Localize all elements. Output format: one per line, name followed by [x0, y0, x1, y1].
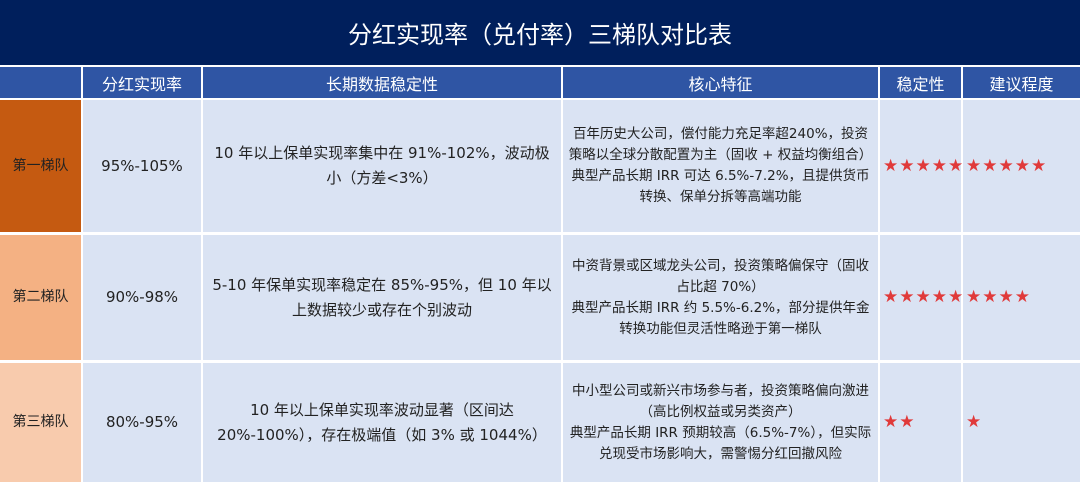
header-cell: [0, 67, 81, 98]
stability-description: 10 年以上保单实现率集中在 91%-102%，波动极小（方差<3%）: [203, 100, 561, 232]
header-cell: 核心特征: [563, 67, 878, 98]
recommend-rating: ★: [963, 363, 1080, 482]
core-features: 中资背景或区域龙头公司，投资策略偏保守（固收占比超 70%） 典型产品长期 IR…: [563, 235, 878, 360]
stability-rating: ★★★★★: [880, 100, 963, 232]
core-features: 百年历史大公司，偿付能力充足率超240%，投资策略以全球分散配置为主（固收 + …: [563, 100, 878, 232]
header-cell: 建议程度: [963, 67, 1080, 98]
stability-description: 5-10 年保单实现率稳定在 85%-95%，但 10 年以上数据较少或存在个别…: [203, 235, 561, 360]
header-cell: 长期数据稳定性: [203, 67, 561, 98]
tier-label: 第二梯队: [0, 235, 81, 360]
stability-rating: ★★★★★: [880, 235, 963, 360]
stability-rating: ★★: [880, 363, 961, 482]
stability-description: 10 年以上保单实现率波动显著（区间达 20%-100%），存在极端值（如 3%…: [203, 363, 561, 482]
realization-rate: 95%-105%: [83, 100, 201, 232]
table-title: 分红实现率（兑付率）三梯队对比表: [0, 0, 1080, 65]
recommend-rating: ★★★★★: [963, 100, 1080, 232]
core-features: 中小型公司或新兴市场参与者，投资策略偏向激进（高比例权益或另类资产） 典型产品长…: [563, 363, 878, 482]
tier-label: 第三梯队: [0, 363, 81, 482]
header-cell: 稳定性: [880, 67, 961, 98]
realization-rate: 80%-95%: [83, 363, 201, 482]
tier-label: 第一梯队: [0, 100, 81, 232]
header-cell: 分红实现率: [83, 67, 201, 98]
realization-rate: 90%-98%: [83, 235, 201, 360]
recommend-rating: ★★★★: [963, 235, 1080, 360]
